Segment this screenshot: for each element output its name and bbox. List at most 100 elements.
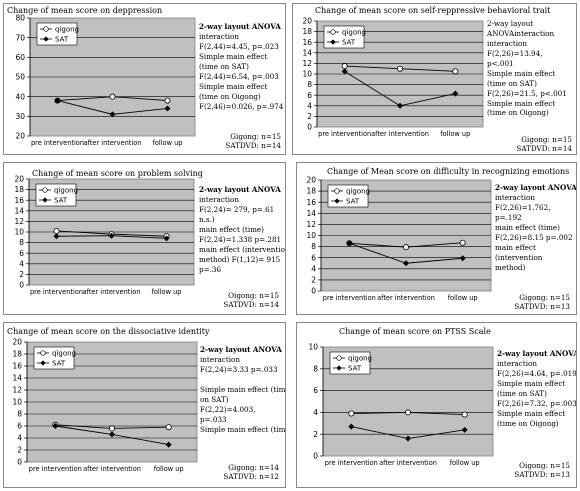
data-point-qigong [452,68,459,75]
y-tick-label: 0 [307,123,312,132]
stats-line: main effect (intervention [199,244,286,254]
x-category-label: pre intervention [30,288,83,296]
y-tick-label: 16 [12,362,22,371]
sample-size-text: Gigong: n=15 SATDVD: n=14 [225,132,281,151]
stats-line: p=.033 [200,414,227,424]
stats-line: interaction [199,31,239,41]
data-point-sat [459,255,466,262]
legend-marker-qigong [43,26,49,32]
stats-line: interaction [487,38,527,48]
stats-line: p<.001 [487,58,514,68]
legend-marker-qigong [40,350,46,356]
y-tick-label: 14 [12,374,22,383]
y-tick-label: 40 [15,92,25,101]
y-tick-label: 12 [302,59,312,68]
y-tick-label: 14 [14,206,24,215]
y-tick-label: 20 [12,338,22,347]
data-point-sat [165,441,172,448]
data-point-sat [403,260,409,267]
stats-line: ANOVAinteraction [487,28,555,38]
legend-marker-sat [336,365,342,371]
stats-line: n.s.) [199,214,215,224]
y-tick-label: 0 [19,281,24,290]
y-tick-label: 16 [306,198,316,207]
y-tick-label: 18 [302,27,312,36]
data-point-sat [452,90,459,97]
stats-line: Simple main effect [487,68,556,78]
y-tick-label: 2 [19,270,24,279]
sample-size-line: Gigong: n=15 [521,135,572,144]
data-point-sat [109,111,116,118]
sample-size-line: SATDVD: n=12 [223,472,279,482]
data-point-sat [163,235,170,242]
stats-line: 2-way layout [487,19,534,28]
stats-line: (time on Oigong) [487,108,549,118]
y-tick-label: 20 [14,175,24,184]
stats-line: (time on Oigong) [199,91,261,101]
chart-svg-dissociative-identity: 0 2 4 6 8 10 12 14 16 18 20 pre intervention after i… [12,338,198,473]
x-category-label: follow up [450,459,480,467]
data-point-qigong [165,424,172,431]
y-tick-label: 16 [14,196,24,205]
y-tick-label: 80 [15,14,25,23]
stats-line: 2-way layout ANOVA [199,185,281,194]
chart-panel-problem-solving: 0 2 4 6 8 10 12 14 16 18 20 pre intervention after i… [3,162,286,315]
legend-label: qigong [346,188,370,196]
y-tick-label: 2 [17,446,22,455]
stats-line: F(2,22)=4.003, [200,404,256,414]
y-tick-label: 8 [19,238,24,247]
y-tick-label: 16 [302,38,312,47]
y-tick-label: 18 [306,187,316,196]
y-tick-label: 0 [313,452,318,461]
stats-line: on SAT) [200,394,229,404]
legend-label: qigong [55,26,79,34]
chart-title: Change of mean score on PTSS Scale [339,327,491,336]
stats-line: Simple main effect (time [200,424,286,434]
stats-line: (time on SAT) [497,388,547,398]
y-tick-label: 10 [12,398,22,407]
chart-svg-recognizing-emotions: 0 2 4 6 8 10 12 14 16 18 20 pre intervention after i… [306,176,492,302]
stats-line: F(2,26)=21.5, p<.001 [487,88,567,98]
stats-line: F(2,24)= 279, p=.61 [199,204,275,214]
y-tick-label: 20 [306,176,316,185]
y-tick-label: 50 [15,73,25,82]
y-tick-label: 2 [311,276,316,285]
legend-marker-sat [334,198,340,204]
legend-marker-qigong [330,29,336,35]
sample-size-text: Oigong: n=15 SATDVD: n=13 [514,461,570,480]
x-category-label: after intervention [83,465,141,473]
chart-title: Change of Mean score on difficulty in re… [327,167,570,176]
chart-svg-depression: 20 30 40 50 60 70 80 pre intervention after inte… [15,14,196,147]
stats-line: method) F(1,12)= 915 [199,254,281,264]
y-tick-label: 30 [15,112,25,121]
y-tick-label: 70 [15,33,25,42]
y-tick-label: 6 [17,422,22,431]
stats-line: F(2,26)=13.94, [487,48,543,58]
legend-label: SAT [52,360,66,368]
legend-marker-sat [40,360,46,366]
y-tick-label: 4 [19,259,24,268]
data-point-sat [405,435,411,442]
chart-svg-ptss: 0 2 4 6 8 10 pre intervention after interventio… [308,343,494,467]
y-tick-label: 8 [307,80,312,89]
legend-label: qigong [348,355,372,363]
stats-line: F(2,26)=1.762, [495,202,551,212]
sample-size-text: Gigong: n=15 SATDVD: n=13 [514,293,570,312]
stats-line: interaction [200,354,240,364]
data-point-qigong [405,409,412,416]
legend-marker-qigong [336,355,342,361]
data-point-sat [341,68,348,75]
stats-line: main effect (time) [495,222,560,232]
legend-marker-qigong [334,188,340,194]
data-point-sat [461,426,468,433]
x-category-label: pre intervention [323,294,376,302]
y-tick-label: 6 [307,91,312,100]
x-category-label: follow up [152,288,182,296]
y-tick-label: 4 [17,434,22,443]
stats-line: method) [495,262,526,272]
stats-line: p=.192 [495,212,522,222]
sample-size-line: Gigong: n=14 [228,463,279,472]
stats-line: 2-way layout ANOVA [200,345,282,354]
y-tick-label: 4 [311,264,316,273]
